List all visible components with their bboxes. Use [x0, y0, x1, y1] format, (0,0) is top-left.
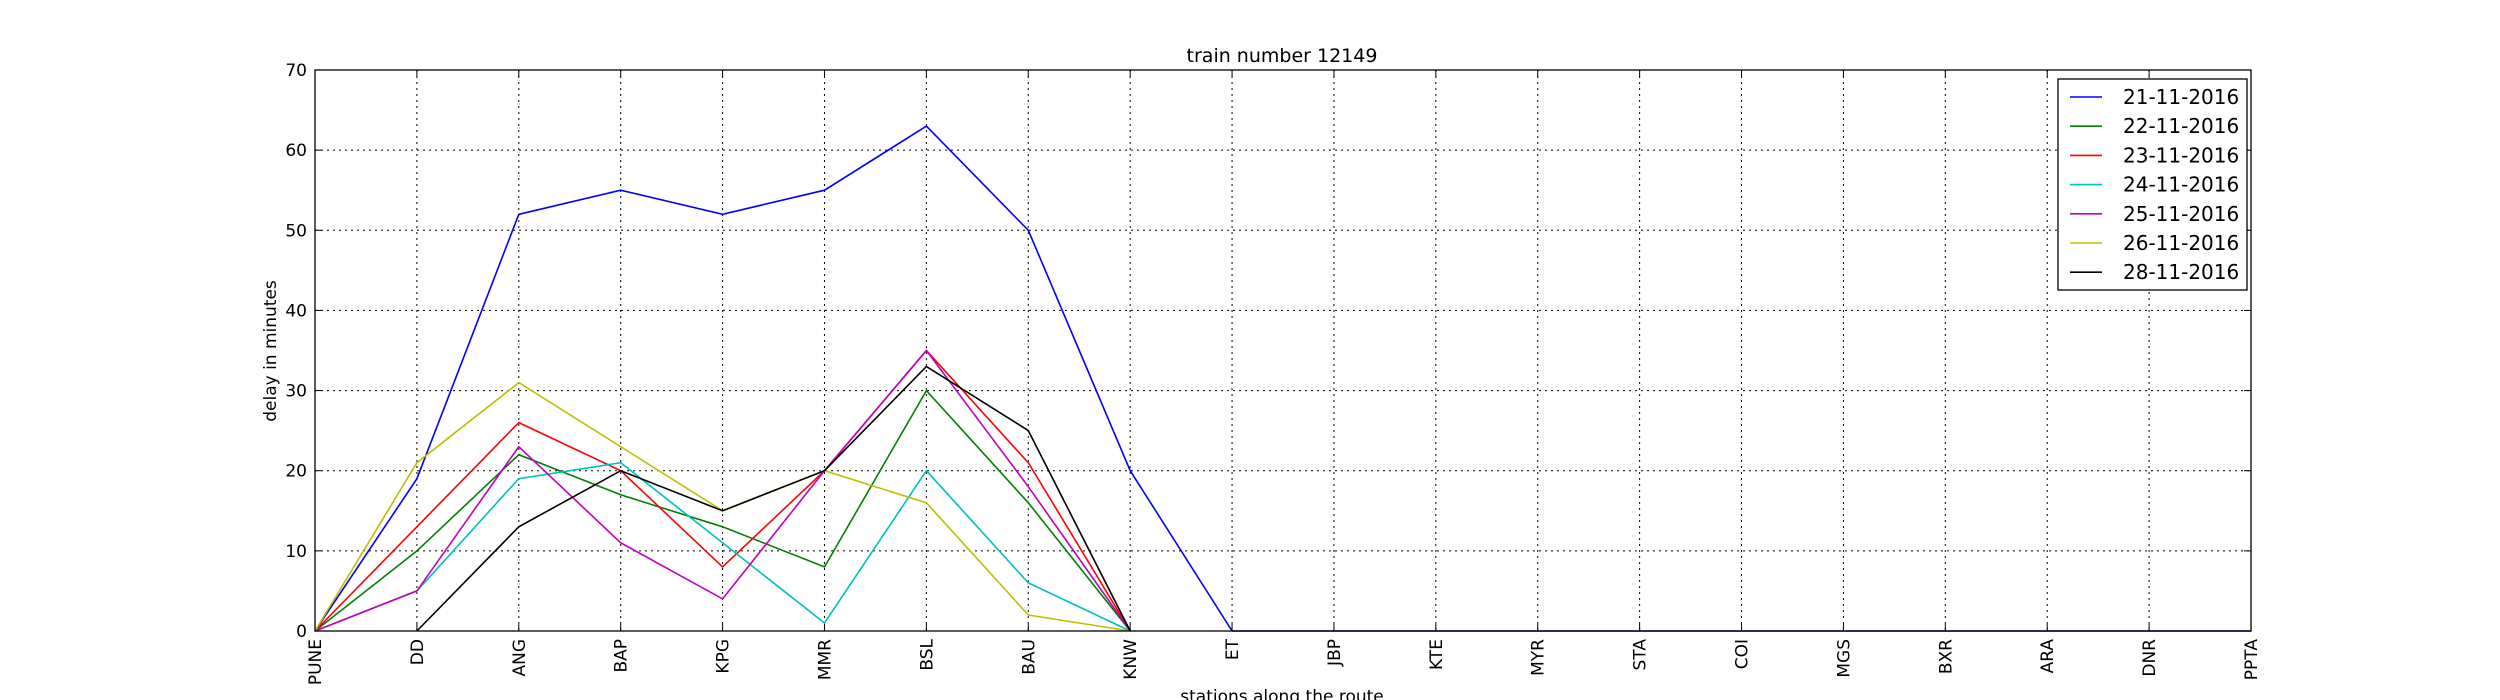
series-line-21-11-2016 [314, 125, 2251, 632]
legend-label: 25-11-2016 [2123, 202, 2239, 226]
x-tick-label: COI [1733, 639, 1753, 669]
x-tick-label: ARA [2038, 639, 2058, 674]
chart-title: train number 12149 [1187, 45, 1378, 67]
series-lines [314, 125, 2251, 632]
x-tick-label: KNW [1121, 639, 1141, 680]
x-tick-label: PPTA [2242, 639, 2262, 681]
y-axis-label: delay in minutes [261, 280, 281, 422]
x-tick-label: BAP [612, 639, 632, 673]
legend-label: 24-11-2016 [2123, 173, 2239, 197]
y-tick-label: 50 [285, 221, 307, 241]
legend-label: 28-11-2016 [2123, 260, 2239, 284]
x-tick-label: DNR [2140, 639, 2160, 677]
x-tick-label: MGS [1834, 639, 1854, 678]
x-tick-label: JBP [1325, 639, 1345, 667]
x-tick-label: ET [1223, 638, 1243, 660]
legend: 21-11-2016 22-11-2016 23-11-2016 24-11-2016… [2057, 78, 2248, 291]
y-tick-label: 60 [285, 141, 307, 161]
grid [314, 69, 2252, 632]
y-tick-label: 70 [285, 61, 307, 81]
series-line-25-11-2016 [314, 349, 1131, 632]
y-tick-label: 0 [296, 622, 307, 642]
x-tick-label: PUNE [306, 639, 326, 685]
series-line-22-11-2016 [314, 389, 1131, 632]
x-tick-label: KPG [714, 639, 734, 674]
series-line-28-11-2016 [416, 365, 1131, 632]
x-tick-label: MYR [1529, 639, 1549, 676]
x-tick-label: STA [1631, 639, 1651, 671]
y-axis-ticks: 0 10 20 30 40 50 60 70 [285, 61, 2251, 642]
series-line-24-11-2016 [314, 461, 1131, 632]
x-tick-label: ANG [510, 639, 530, 677]
legend-label: 23-11-2016 [2123, 143, 2239, 167]
y-tick-label: 20 [285, 462, 307, 482]
x-tick-label: BSL [917, 638, 937, 670]
legend-label: 26-11-2016 [2123, 231, 2239, 255]
x-axis-ticks: PUNE DD ANG BAP KPG MMR BSL BAU KNW ET JBP KTE MYR ST… [306, 70, 2262, 685]
x-tick-label: DD [408, 639, 428, 665]
legend-label: 22-11-2016 [2123, 114, 2239, 138]
x-axis-label: stations along the route [1180, 687, 1384, 700]
x-tick-label: MMR [815, 639, 835, 680]
x-tick-label: BXR [1936, 639, 1956, 674]
y-tick-label: 30 [285, 382, 307, 402]
legend-label: 21-11-2016 [2123, 85, 2239, 109]
plot-frame [314, 69, 2252, 632]
y-tick-label: 40 [285, 301, 307, 321]
series-line-23-11-2016 [314, 349, 1131, 632]
x-tick-label: KTE [1427, 639, 1447, 670]
x-tick-label: BAU [1019, 639, 1039, 675]
y-tick-label: 10 [285, 542, 307, 562]
